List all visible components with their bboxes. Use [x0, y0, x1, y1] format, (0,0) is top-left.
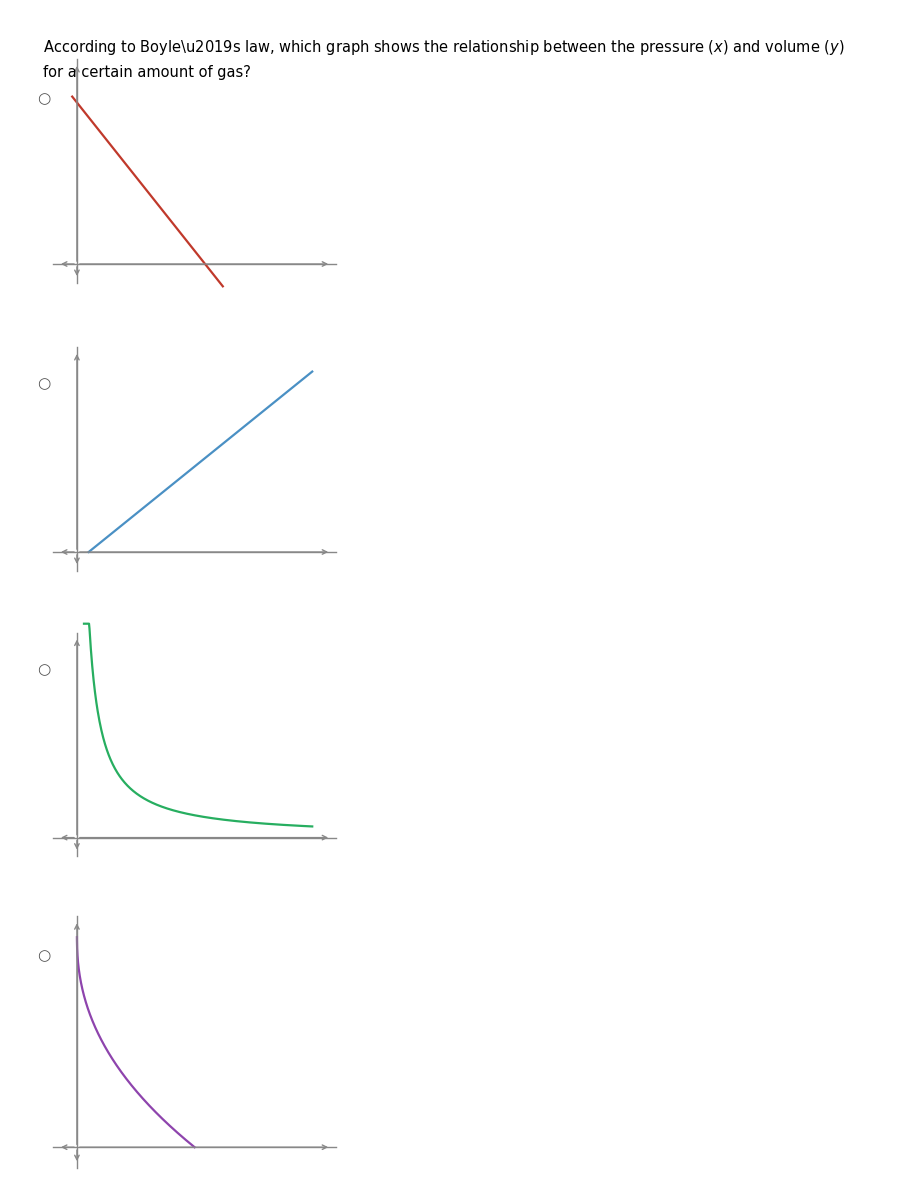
Text: ○: ○ [37, 91, 50, 106]
Text: ○: ○ [37, 948, 50, 962]
Text: ○: ○ [37, 377, 50, 391]
Text: According to Boyle\u2019s law, which graph shows the relationship between the pr: According to Boyle\u2019s law, which gra… [43, 38, 845, 58]
Text: ○: ○ [37, 662, 50, 677]
Text: for a certain amount of gas?: for a certain amount of gas? [43, 65, 252, 79]
